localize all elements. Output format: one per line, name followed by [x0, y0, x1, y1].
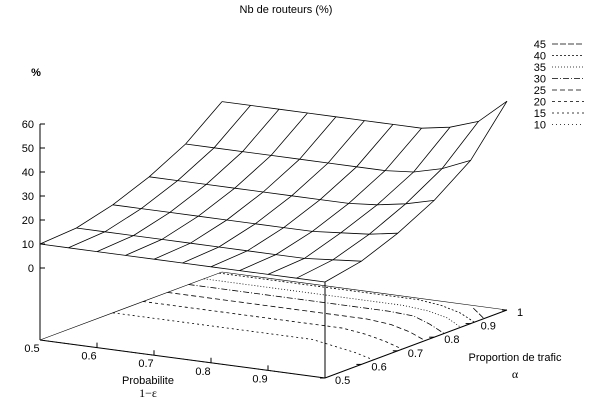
y-tick-label: 0.5 [335, 375, 350, 387]
x-tick-label: 0.9 [252, 373, 267, 385]
surface-column [68, 105, 251, 249]
tick-labels-layer: 0 10 20 30 40 50 60 0.5 0.6 0.7 0.8 0.9 0.5 0.6 0.7 0.8… [22, 119, 523, 387]
x-axis-label-symbol: 1−ε [139, 386, 157, 400]
surface-column [182, 120, 365, 264]
surface-column [239, 127, 422, 271]
z-axis-label: % [31, 67, 41, 79]
contour-line [143, 301, 403, 350]
z-tick-label: 40 [22, 167, 34, 179]
x-tick-label: 0.6 [81, 351, 96, 363]
y-tick-label: 0.6 [371, 361, 386, 373]
contour-layer [39, 272, 485, 379]
y-tick-label: 0.8 [444, 334, 459, 346]
contour-line [188, 284, 445, 334]
surface-column [125, 112, 308, 256]
contour-line [473, 307, 485, 319]
z-tick-label: 20 [22, 215, 34, 227]
surface-row [185, 143, 471, 173]
surface-row [76, 227, 362, 262]
z-tick-label: 50 [22, 143, 34, 155]
legend-label: 10 [534, 120, 546, 132]
x-tick-label: 0.5 [24, 343, 39, 355]
surface-column [324, 100, 508, 283]
y-axis-label-symbol: α [512, 367, 519, 381]
y-axis-label: Proportion de trafic [469, 352, 562, 364]
base-back-edge [39, 271, 508, 341]
legend-label: 45 [534, 39, 546, 51]
legend-label: 35 [534, 62, 546, 74]
y-tick-label: 0.9 [481, 321, 496, 333]
surface-layer [39, 100, 508, 283]
x-axis-label: Probabilite [122, 375, 174, 387]
x-tick-label: 0.7 [138, 358, 153, 370]
surface-column [153, 116, 337, 260]
legend-label: 25 [534, 85, 546, 97]
z-tick-label: 10 [22, 239, 34, 251]
surface-row [221, 100, 508, 129]
surface-row [112, 204, 398, 235]
axes-layer [39, 123, 508, 379]
surface-column [210, 124, 394, 268]
legend-label: 15 [534, 108, 546, 120]
legend-label: 40 [534, 51, 546, 63]
legend-label: 20 [534, 97, 546, 109]
surface-column [267, 126, 451, 275]
chart-title: Nb de routeurs (%) [240, 4, 333, 16]
contour-line [112, 312, 374, 361]
contour-line [167, 292, 426, 341]
z-tick-label: 30 [22, 191, 34, 203]
surface-row [149, 176, 435, 206]
base-edge-x [39, 339, 326, 379]
base-edge-y [324, 309, 508, 379]
y-tick-label: 1 [517, 307, 523, 319]
z-tick-label: 0 [28, 263, 34, 275]
legend-label: 30 [534, 74, 546, 86]
y-tick-label: 0.7 [408, 348, 423, 360]
z-tick-label: 60 [22, 119, 34, 131]
surface-column [96, 108, 280, 252]
x-tick-label: 0.8 [195, 366, 210, 378]
surface-column [39, 101, 223, 245]
surface-column [296, 121, 479, 279]
